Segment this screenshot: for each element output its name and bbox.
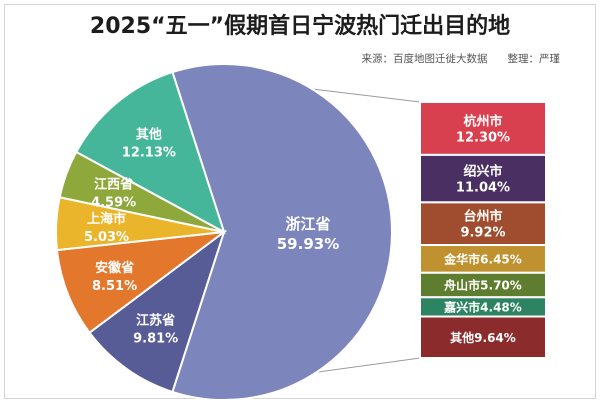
pie-slice	[171, 63, 393, 401]
source-line: 来源：百度地图迁徙大数据 整理：严瑾	[361, 51, 560, 66]
source-text: 来源：百度地图迁徙大数据	[361, 53, 488, 65]
slice-name-label: 安徽省	[95, 260, 134, 276]
segment-label: 金华市6.45%	[443, 251, 522, 266]
segment-value-label: 11.04%	[456, 181, 510, 196]
segment-name-label: 杭州市	[463, 113, 502, 129]
segment-label: 舟山市5.70%	[444, 278, 522, 293]
bar-segment	[419, 201, 547, 247]
segment-value-label: 9.92%	[460, 226, 505, 241]
slice-value-label: 9.81%	[133, 332, 178, 347]
editor-text: 整理：严瑾	[507, 53, 561, 65]
segment-name-label: 绍兴市	[463, 164, 502, 180]
pie-slice	[88, 229, 226, 394]
bar-segment	[419, 315, 547, 360]
slice-value-label: 5.03%	[84, 230, 129, 245]
slice-name-label: 上海市	[87, 211, 126, 227]
segment-name-label: 台州市	[463, 209, 502, 225]
slice-value-label: 8.51%	[92, 279, 137, 294]
slice-value-label: 12.13%	[122, 146, 176, 161]
chart-title: 2025“五一”假期首日宁波热门迁出目的地	[89, 14, 511, 39]
slice-name-label: 其他	[136, 127, 162, 143]
segment-label: 其他9.64%	[450, 330, 516, 345]
slice-name-label: 江西省	[94, 176, 133, 192]
pie-slice	[74, 70, 226, 235]
bar-segment	[419, 101, 547, 156]
segment-value-label: 12.30%	[456, 130, 510, 145]
bar-segment	[419, 153, 547, 204]
slice-name-label: 浙江省	[285, 215, 330, 233]
segment-label: 嘉兴市4.48%	[443, 299, 522, 314]
slice-value-label: 59.93%	[277, 235, 339, 253]
slice-name-label: 江苏省	[136, 313, 175, 329]
slice-value-label: 4.59%	[91, 195, 136, 210]
bar-segment	[419, 271, 547, 299]
bar-segment	[419, 244, 547, 274]
pie-chart: 浙江省 59.93% 江苏省 9.81% 安徽省 8.51% 上海市 5.03% 江西省 4.59…	[55, 63, 393, 401]
pie-slice	[55, 230, 228, 335]
